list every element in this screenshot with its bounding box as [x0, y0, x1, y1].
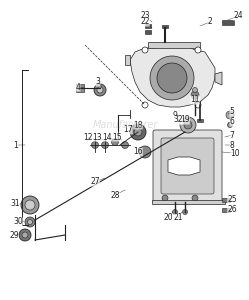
Text: 15: 15 — [112, 133, 122, 142]
Text: 31: 31 — [10, 200, 20, 208]
Bar — [197, 119, 203, 122]
Circle shape — [122, 142, 128, 148]
Circle shape — [226, 111, 234, 119]
Circle shape — [19, 229, 31, 241]
Bar — [162, 25, 168, 28]
Text: 8: 8 — [230, 140, 234, 149]
Text: 6: 6 — [230, 118, 235, 127]
Circle shape — [134, 128, 142, 136]
Text: 25: 25 — [227, 196, 237, 205]
Text: 20: 20 — [163, 214, 173, 223]
Text: Manufacturer: Manufacturer — [92, 120, 158, 130]
Circle shape — [191, 91, 199, 99]
Text: 28: 28 — [110, 190, 120, 200]
Circle shape — [162, 195, 168, 201]
Circle shape — [112, 139, 119, 145]
Circle shape — [228, 122, 233, 128]
Circle shape — [97, 87, 103, 93]
Text: 21: 21 — [173, 214, 183, 223]
Text: 26: 26 — [227, 206, 237, 214]
Polygon shape — [125, 55, 130, 65]
Circle shape — [183, 209, 187, 214]
Circle shape — [91, 142, 99, 148]
Text: 5: 5 — [230, 107, 235, 116]
Text: 1: 1 — [14, 140, 18, 149]
Circle shape — [157, 63, 187, 93]
Circle shape — [195, 47, 201, 53]
Circle shape — [130, 124, 146, 140]
Circle shape — [195, 102, 201, 108]
Polygon shape — [168, 157, 200, 175]
Circle shape — [22, 232, 28, 238]
Circle shape — [192, 88, 197, 92]
Text: 2: 2 — [208, 17, 212, 26]
Polygon shape — [148, 42, 200, 48]
Text: 4: 4 — [75, 82, 80, 91]
Text: 17: 17 — [123, 125, 133, 134]
Text: 30: 30 — [13, 218, 23, 226]
Circle shape — [139, 146, 151, 158]
Circle shape — [180, 117, 196, 133]
Circle shape — [173, 209, 178, 214]
Text: 18: 18 — [133, 121, 143, 130]
Circle shape — [150, 56, 194, 100]
Bar — [145, 30, 151, 34]
Circle shape — [25, 200, 35, 210]
Bar — [222, 20, 234, 25]
Polygon shape — [152, 200, 225, 204]
Circle shape — [142, 47, 148, 53]
Circle shape — [142, 102, 148, 108]
Text: 32: 32 — [173, 116, 183, 124]
Text: 16: 16 — [133, 148, 143, 157]
Bar — [222, 198, 230, 202]
Circle shape — [192, 195, 198, 201]
Text: 23: 23 — [140, 11, 150, 20]
FancyBboxPatch shape — [161, 138, 214, 194]
Polygon shape — [215, 72, 222, 85]
Circle shape — [102, 142, 109, 148]
Text: 9: 9 — [173, 110, 178, 119]
Text: 3: 3 — [96, 77, 100, 86]
Text: 19: 19 — [180, 116, 190, 124]
Text: 29: 29 — [9, 230, 19, 239]
FancyBboxPatch shape — [153, 130, 222, 202]
Text: 13: 13 — [92, 133, 102, 142]
Circle shape — [94, 84, 106, 96]
Circle shape — [27, 220, 33, 224]
Text: 7: 7 — [230, 130, 235, 140]
Polygon shape — [130, 45, 215, 107]
Circle shape — [21, 196, 39, 214]
Bar — [222, 208, 230, 212]
Circle shape — [25, 217, 35, 227]
Text: 14: 14 — [102, 133, 112, 142]
Circle shape — [184, 121, 192, 129]
Text: 24: 24 — [233, 11, 243, 20]
Text: 11: 11 — [190, 95, 200, 104]
Text: 12: 12 — [83, 133, 93, 142]
Bar — [76, 84, 84, 92]
Text: 27: 27 — [90, 178, 100, 187]
Bar — [145, 24, 151, 28]
Text: 10: 10 — [230, 148, 240, 158]
Text: 22: 22 — [140, 17, 150, 26]
